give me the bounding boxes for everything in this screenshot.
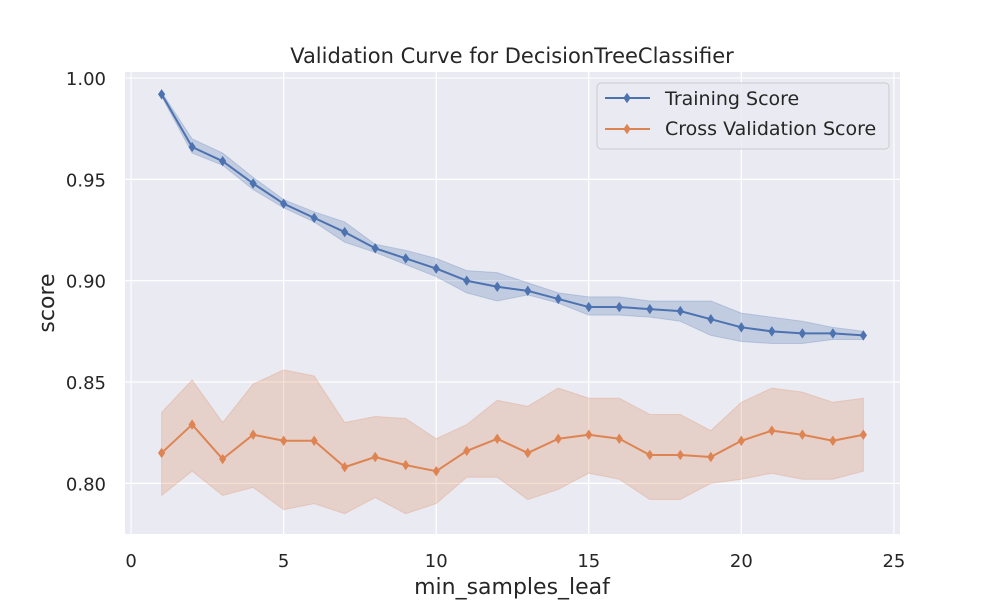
x-tick-label: 15 xyxy=(577,551,600,572)
marker-training xyxy=(737,322,745,333)
x-tick-label: 0 xyxy=(125,551,136,572)
marker-cross-validation xyxy=(798,429,806,440)
marker-cross-validation xyxy=(371,451,379,463)
marker-training xyxy=(768,326,776,337)
legend-marker-cross-validation xyxy=(623,123,631,135)
marker-cross-validation xyxy=(646,449,654,461)
marker-cross-validation xyxy=(310,435,318,446)
marker-cross-validation xyxy=(402,459,410,471)
x-tick-labels: 0 5 10 15 20 25 xyxy=(125,551,905,572)
marker-cross-validation xyxy=(615,433,623,444)
marker-cross-validation xyxy=(493,433,501,444)
y-axis-title: score xyxy=(35,273,60,332)
series-markers xyxy=(158,89,867,477)
marker-cross-validation xyxy=(158,447,166,459)
legend-marker-training xyxy=(623,92,631,104)
marker-training xyxy=(310,212,318,224)
marker-training xyxy=(432,263,440,274)
marker-cross-validation xyxy=(219,453,227,465)
marker-cross-validation xyxy=(341,461,349,473)
line-training xyxy=(160,93,864,337)
x-tick-label: 20 xyxy=(730,551,753,572)
marker-training xyxy=(798,328,806,339)
marker-training xyxy=(676,305,684,317)
marker-cross-validation xyxy=(554,433,562,444)
marker-cross-validation xyxy=(676,449,684,461)
y-tick-label: 1.00 xyxy=(66,69,106,90)
marker-training xyxy=(402,253,410,264)
marker-cross-validation xyxy=(524,447,532,459)
marker-training xyxy=(707,314,715,325)
y-tick-label: 0.90 xyxy=(66,272,106,293)
marker-training xyxy=(280,198,288,209)
y-tick-label: 0.85 xyxy=(66,373,106,394)
marker-training xyxy=(829,328,837,339)
x-axis-title: min_samples_leaf xyxy=(414,575,611,600)
x-tick-label: 10 xyxy=(425,551,448,572)
marker-cross-validation xyxy=(768,425,776,436)
marker-cross-validation xyxy=(280,435,288,446)
chart-title: Validation Curve for DecisionTreeClassif… xyxy=(290,44,734,68)
marker-cross-validation xyxy=(859,429,867,440)
marker-training xyxy=(615,301,623,313)
marker-cross-validation xyxy=(463,445,471,457)
x-tick-label: 25 xyxy=(882,551,905,572)
legend-box xyxy=(596,82,890,150)
gridlines xyxy=(125,72,900,534)
marker-cross-validation xyxy=(249,429,257,440)
marker-training xyxy=(554,293,562,305)
marker-cross-validation xyxy=(432,465,440,477)
marker-training xyxy=(341,226,349,238)
series-lines xyxy=(160,93,864,473)
marker-cross-validation xyxy=(737,435,745,446)
marker-training xyxy=(158,89,166,100)
legend: Training Score Cross Validation Score xyxy=(596,82,890,150)
x-tick-label: 5 xyxy=(278,551,289,572)
legend-label-training: Training Score xyxy=(664,88,799,110)
legend-label-cross-validation: Cross Validation Score xyxy=(665,118,876,140)
y-tick-label: 0.80 xyxy=(66,474,106,495)
marker-cross-validation xyxy=(585,429,593,440)
marker-training xyxy=(371,243,379,254)
y-tick-label: 0.95 xyxy=(66,170,106,191)
marker-training xyxy=(646,303,654,315)
marker-training xyxy=(219,155,227,167)
marker-training xyxy=(859,330,867,341)
line-cross-validation xyxy=(160,423,864,473)
marker-training xyxy=(463,275,471,286)
marker-training xyxy=(585,301,593,313)
marker-cross-validation xyxy=(707,451,715,463)
marker-training xyxy=(493,281,501,292)
marker-cross-validation xyxy=(829,435,837,446)
band-cross-validation xyxy=(161,369,864,515)
marker-cross-validation xyxy=(188,419,196,430)
marker-training xyxy=(188,141,196,153)
marker-training xyxy=(249,178,257,189)
y-tick-labels: 0.80 0.85 0.90 0.95 1.00 xyxy=(66,69,106,495)
marker-training xyxy=(524,285,532,297)
